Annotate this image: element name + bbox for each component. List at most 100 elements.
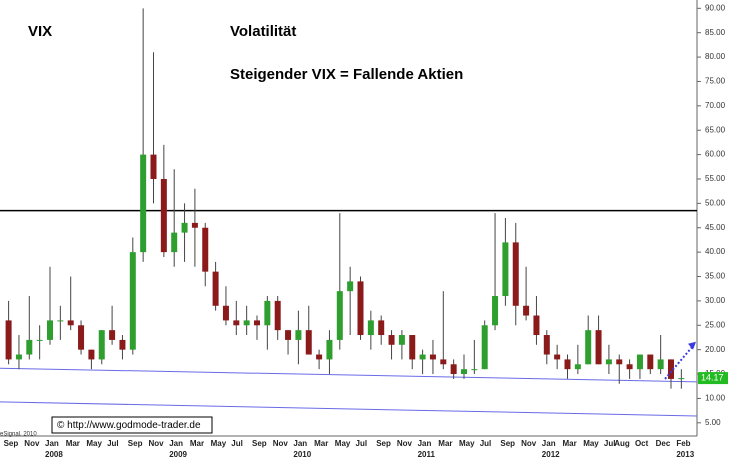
last-value-box (698, 372, 728, 385)
x-tick-label: May (335, 439, 351, 448)
x-tick-label: Mar (563, 439, 577, 448)
candle-body (305, 330, 312, 355)
x-tick-label: Jan (169, 439, 183, 448)
x-tick-label: May (583, 439, 599, 448)
candle-body (212, 271, 219, 306)
candle-body (181, 222, 188, 233)
candle-body (388, 335, 395, 345)
year-label: 2010 (293, 450, 311, 459)
x-tick-label: Nov (397, 439, 413, 448)
x-tick-label: Jul (480, 439, 492, 448)
chart-subtitle: Volatilität (230, 23, 296, 40)
x-tick-label: Feb (676, 439, 690, 448)
candle-body (47, 320, 53, 340)
candle-body (15, 354, 22, 360)
x-tick-label: Dec (656, 439, 671, 448)
year-label: 2008 (45, 450, 63, 459)
candle-body (233, 320, 240, 326)
annotation: Steigender VIX = Fallende Aktien (230, 66, 463, 83)
x-tick-label: Jul (356, 439, 368, 448)
candle-body (668, 359, 674, 379)
candle-body (274, 300, 281, 331)
candle-body (26, 339, 33, 355)
candle-body (585, 330, 592, 365)
source-box (51, 416, 213, 434)
candle-body (657, 359, 664, 370)
y-tick-label: 35.00 (705, 272, 726, 281)
chart-title: VIX (28, 23, 52, 40)
candle-body (5, 320, 12, 360)
candle-body (191, 222, 198, 228)
trendline (0, 401, 698, 417)
candle-body (595, 330, 602, 365)
y-tick-label: 40.00 (705, 247, 726, 256)
arrow (664, 344, 695, 380)
candle-body (450, 364, 457, 375)
candle-body (36, 339, 43, 341)
year-label: 2013 (676, 450, 694, 459)
x-tick-label: Sep (252, 439, 267, 448)
candle-body (326, 339, 333, 360)
candle-body (440, 359, 447, 365)
candle-body (512, 242, 519, 306)
x-tick-label: Sep (500, 439, 515, 448)
x-tick-label: Sep (376, 439, 391, 448)
candle-body (347, 281, 354, 292)
candle-body (409, 335, 416, 360)
y-tick-label: 5.00 (705, 418, 721, 427)
candle-body (285, 330, 292, 340)
source: © http://www.godmode-trader.de (57, 420, 201, 431)
candle-body (564, 359, 571, 370)
y-tick-label: 90.00 (705, 3, 726, 12)
candle-body (78, 325, 85, 350)
y-tick-label: 30.00 (705, 296, 726, 305)
candle-body (605, 359, 612, 365)
candle-body (492, 296, 499, 326)
x-tick-label: Aug (614, 439, 630, 448)
y-tick-label: 75.00 (705, 77, 726, 86)
x-tick-label: Mar (190, 439, 204, 448)
candle-body (554, 354, 561, 360)
candle-body (461, 369, 467, 375)
year-label: 2011 (418, 450, 436, 459)
candle-body (336, 291, 343, 340)
candle-body (616, 359, 623, 365)
y-tick-label: 85.00 (705, 28, 726, 37)
candle-body (160, 178, 167, 253)
candle-body (543, 335, 550, 355)
arrow-head (688, 341, 696, 350)
candle-body (523, 305, 530, 316)
last-value-label: 14.17 (701, 372, 724, 382)
candle-body (647, 354, 654, 370)
candle-body (429, 354, 436, 360)
y-tick-label: 45.00 (705, 223, 726, 232)
x-tick-label: Mar (438, 439, 452, 448)
candle-body (119, 339, 126, 350)
candle-body (419, 354, 426, 360)
x-tick-label: Jan (418, 439, 432, 448)
candle-body (140, 154, 147, 253)
candle-body (243, 320, 250, 326)
candle-body (98, 330, 105, 360)
x-tick-label: Jan (45, 439, 59, 448)
x-tick-label: Nov (149, 439, 165, 448)
candle-body (109, 330, 116, 340)
candle-body (678, 378, 685, 380)
candle-body (254, 320, 260, 326)
candle-body (129, 252, 136, 350)
y-tick-label: 80.00 (705, 52, 726, 61)
x-tick-label: Nov (24, 439, 40, 448)
candle-body (367, 320, 374, 336)
y-tick-label: 10.00 (705, 394, 726, 403)
candle-body (316, 354, 323, 360)
x-tick-label: Mar (66, 439, 80, 448)
trendline (0, 367, 698, 383)
x-tick-label: Jul (604, 439, 616, 448)
x-tick-label: Nov (273, 439, 289, 448)
year-label: 2009 (169, 450, 187, 459)
y-tick-label: 25.00 (705, 320, 726, 329)
x-tick-label: May (86, 439, 102, 448)
candle-body (202, 227, 209, 272)
